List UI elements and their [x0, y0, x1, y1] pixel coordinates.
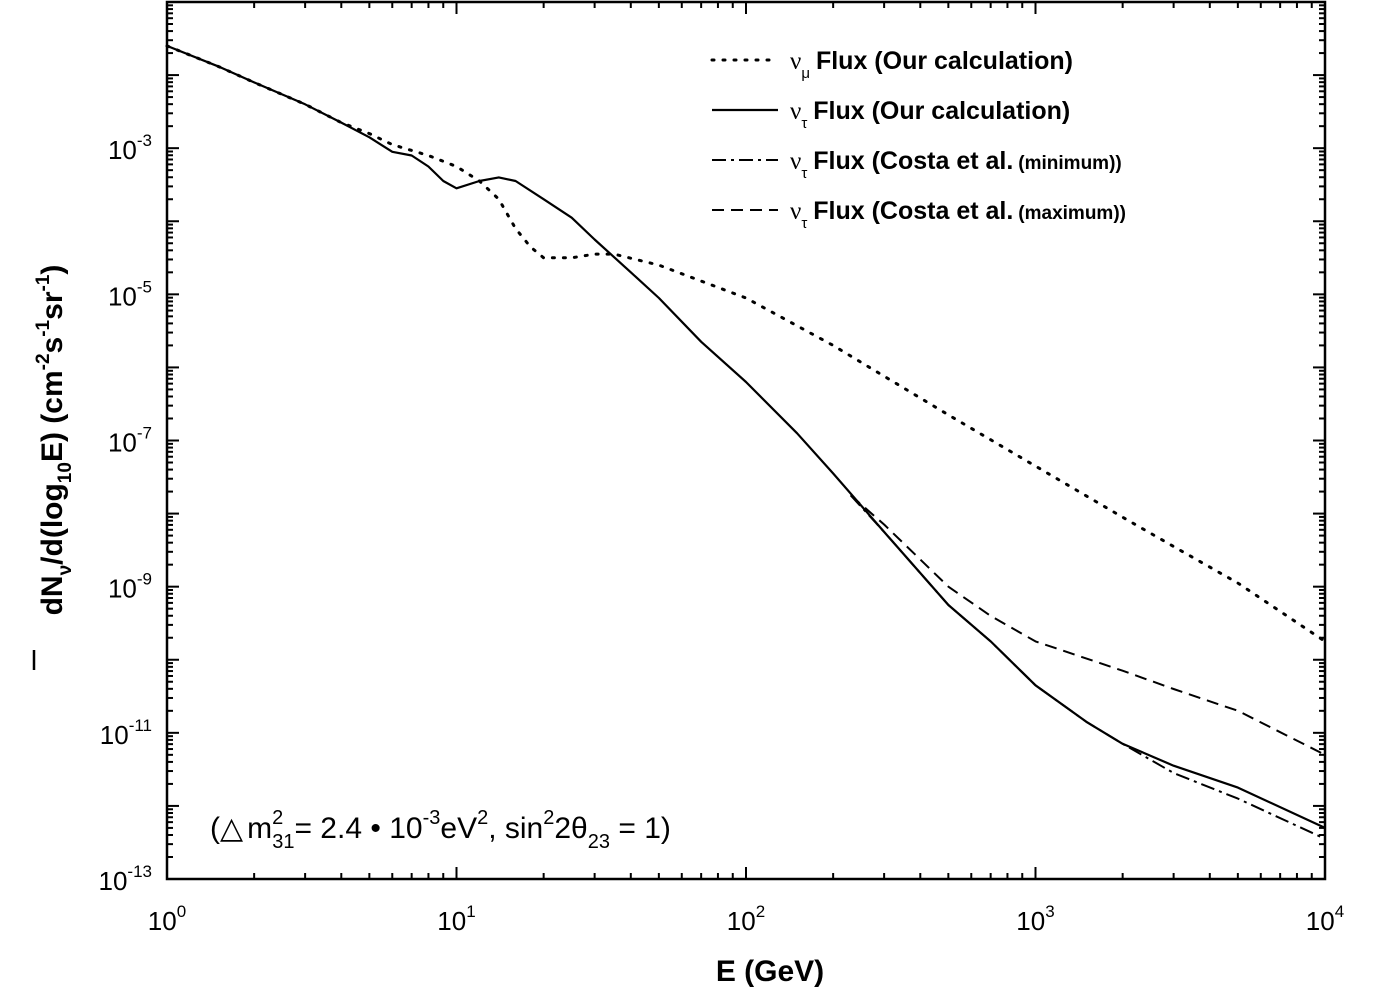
- y-title-exp-sr: -1: [33, 274, 54, 291]
- y-title-exp-s: -1: [33, 319, 54, 336]
- annot-ev: eV: [440, 812, 477, 845]
- annot-comma: , sin: [488, 812, 543, 845]
- legend-entry: ντ Flux (Costa et al. (maximum)): [790, 197, 1126, 232]
- y-title-suffix: ): [36, 265, 69, 275]
- axis-ticks: [166, 2, 1325, 880]
- x-tick-label: 100: [148, 902, 186, 936]
- legend-entry: ντ Flux (Our calculation): [790, 97, 1070, 132]
- y-tick-label: 10-5: [108, 277, 152, 311]
- y-tick-label: 10-13: [99, 862, 153, 896]
- y-title-mid: /d(log: [36, 483, 69, 565]
- y-title-sub-nu: ν: [55, 565, 76, 576]
- annot-sub23: 23: [588, 831, 610, 853]
- series-line-dashed: [850, 494, 1326, 756]
- annot-exp2a: 2: [272, 807, 283, 829]
- tick-labels: 100 101 102 103 10410-310-510-710-910-1110-1…: [99, 131, 1345, 936]
- x-tick-label: 102: [727, 902, 765, 936]
- annot-ten: 10: [381, 812, 423, 845]
- y-axis-title: dNν/d(log10E) (cm-2s-1sr-1): [33, 265, 76, 616]
- plot-frame: [165, 0, 1327, 881]
- series-layer: [165, 44, 1327, 840]
- y-title-mid2: E) (cm: [36, 370, 69, 462]
- series-line-solid: [166, 44, 1326, 829]
- y-tick-label: 10-11: [100, 716, 152, 750]
- x-tick-label: 101: [437, 902, 475, 936]
- annot-exp-m3: -3: [423, 807, 441, 829]
- legend-entry: νμ Flux (Our calculation): [790, 47, 1073, 82]
- series-line-dashdot: [849, 494, 1326, 840]
- annot-two-theta: 2θ: [554, 812, 587, 845]
- annot-m: m: [247, 812, 272, 845]
- y-title-s: s: [36, 337, 69, 354]
- oscillation-annotation: (△ m2 31= 2.4 • 10-3eV2, sin22θ23 = 1): [210, 807, 671, 853]
- legend: νμ Flux (Our calculation) ντ Flux (Our calc…: [710, 47, 1126, 232]
- x-tick-label: 103: [1016, 902, 1054, 936]
- annot-exp2b: 2: [477, 807, 488, 829]
- annot-sub31: 31: [272, 831, 294, 853]
- legend-entry: ντ Flux (Costa et al. (minimum)): [790, 147, 1122, 182]
- series-line-dotted: [165, 44, 1327, 643]
- y-tick-label: 10-3: [108, 131, 152, 165]
- annot-eq1: = 2.4: [294, 812, 370, 845]
- y-title-sub-10: 10: [55, 462, 76, 483]
- annot-delta: △: [220, 812, 243, 845]
- annot-eq2: = 1): [610, 812, 671, 845]
- annot-open: (: [210, 812, 220, 845]
- y-tick-label: 10-9: [108, 570, 152, 604]
- y-tick-label: 10-7: [108, 424, 152, 458]
- y-title-prefix: dN: [36, 575, 69, 615]
- y-title-sr: sr: [36, 291, 69, 320]
- annot-dot: •: [370, 812, 381, 845]
- x-axis-title: E (GeV): [716, 955, 824, 988]
- y-title-exp-cm: -2: [33, 353, 54, 370]
- x-tick-label: 104: [1306, 902, 1344, 936]
- annot-exp2c: 2: [543, 807, 554, 829]
